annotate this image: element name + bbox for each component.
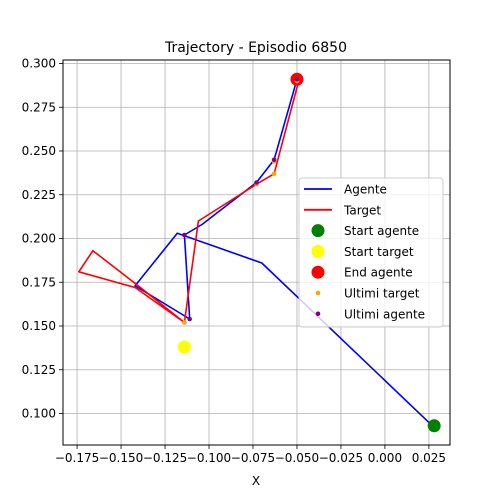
- legend-swatch-start-agente: [312, 224, 325, 237]
- chart-title: Trajectory - Episodio 6850: [164, 40, 347, 56]
- x-tick-label: −0.125: [143, 451, 187, 465]
- x-tick-label: −0.075: [231, 451, 275, 465]
- y-tick-label: 0.175: [22, 275, 56, 289]
- point-ultimi-agente: [254, 180, 259, 185]
- legend-swatch-start-target: [312, 245, 325, 258]
- point-ultimi-target: [182, 320, 187, 325]
- y-tick-label: 0.150: [22, 319, 56, 333]
- x-tick-label: 0.000: [368, 451, 402, 465]
- x-tick-label: −0.050: [275, 451, 319, 465]
- x-tick-label: −0.150: [99, 451, 143, 465]
- point-ultimi-agente: [182, 233, 187, 238]
- x-tick-label: −0.175: [55, 451, 99, 465]
- legend-label-ultimi-agente: Ultimi agente: [344, 307, 425, 321]
- y-tick-label: 0.225: [22, 188, 56, 202]
- x-tick-label: 0.025: [412, 451, 446, 465]
- legend-swatch-end-agente: [312, 266, 325, 279]
- legend-label-ultimi-target: Ultimi target: [344, 287, 420, 301]
- legend-swatch-ultimi-agente: [316, 312, 321, 317]
- legend-swatch-ultimi-target: [316, 291, 321, 296]
- y-tick-label: 0.250: [22, 144, 56, 158]
- point-ultimi-target: [272, 171, 277, 176]
- point-start-agente: [428, 419, 441, 432]
- legend-label-start-agente: Start agente: [344, 224, 419, 238]
- point-ultimi-agente: [295, 77, 300, 82]
- legend-label-start-target: Start target: [344, 245, 414, 259]
- point-start-target: [178, 341, 191, 354]
- point-ultimi-agente: [272, 157, 277, 162]
- legend: Agente Target Start agente Start target End …: [299, 178, 443, 327]
- y-tick-label: 0.125: [22, 363, 56, 377]
- y-tick-label: 0.100: [22, 407, 56, 421]
- point-ultimi-agente: [187, 317, 192, 322]
- legend-label-target: Target: [343, 203, 381, 217]
- series-line-target: [79, 81, 299, 323]
- legend-label-end-agente: End agente: [344, 266, 413, 280]
- legend-label-agente: Agente: [344, 183, 387, 197]
- y-tick-label: 0.300: [22, 57, 56, 71]
- x-tick-label: −0.025: [319, 451, 363, 465]
- y-tick-label: 0.200: [22, 232, 56, 246]
- x-tick-label: −0.100: [187, 451, 231, 465]
- y-tick-label: 0.275: [22, 100, 56, 114]
- x-axis-label: X: [252, 474, 260, 488]
